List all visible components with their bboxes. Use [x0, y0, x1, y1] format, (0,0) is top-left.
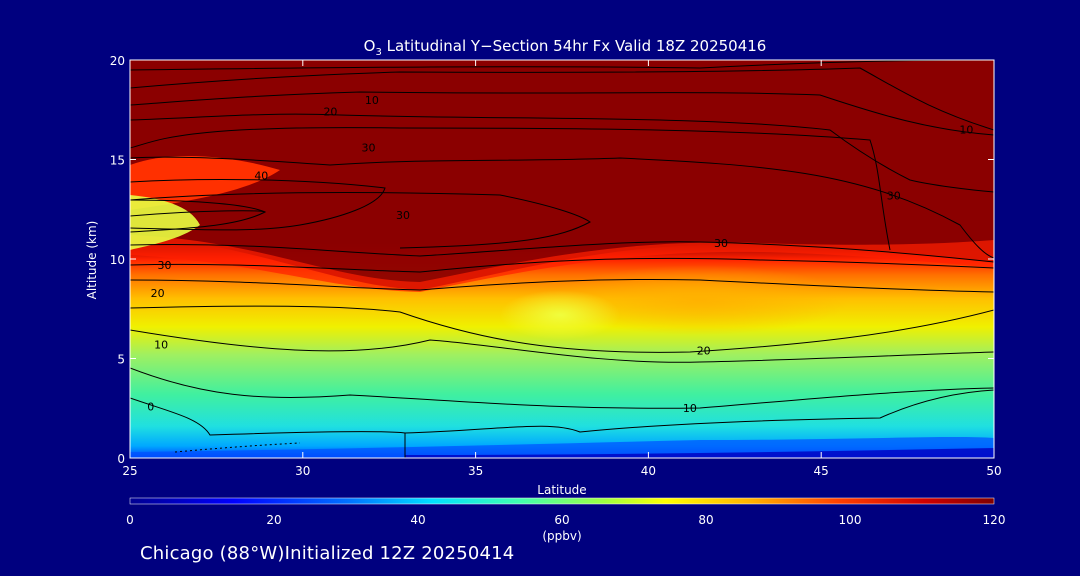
- colorbar-tick-label: 120: [983, 513, 1006, 527]
- x-tick-label: 35: [468, 464, 483, 478]
- ozone-field: [130, 60, 994, 458]
- contour-label: 30: [714, 237, 728, 250]
- tropopause-fold: [130, 60, 994, 290]
- contour-label: 40: [254, 169, 268, 182]
- chart-title-subscript: 3: [375, 47, 381, 58]
- y-tick-label: 0: [117, 452, 125, 466]
- contour-label: 20: [697, 345, 711, 358]
- x-tick-label: 25: [122, 464, 137, 478]
- x-axis-ticks: 25 30 35 40 45 50: [122, 60, 1002, 478]
- colorbar-tick-label: 80: [698, 513, 713, 527]
- colorbar: [129, 497, 995, 505]
- y-axis-label: Altitude (km): [85, 221, 99, 300]
- contour-label: 10: [154, 339, 168, 352]
- contour-label: 20: [323, 106, 337, 119]
- upper-left-yellow: [130, 195, 200, 250]
- yellow-bulge: [500, 290, 620, 340]
- contour-label: 30: [361, 142, 375, 155]
- upper-left-anomaly: [130, 155, 280, 210]
- surface-deep-blue: [405, 448, 994, 458]
- colorbar-tick-label: 20: [266, 513, 281, 527]
- contour-label: 10: [959, 124, 973, 137]
- colorbar-tick-label: 60: [554, 513, 569, 527]
- x-tick-label: 50: [986, 464, 1001, 478]
- contour-lines: [130, 60, 994, 458]
- contour-label: 10: [683, 402, 697, 415]
- negative-contour: [174, 442, 301, 453]
- y-tick-label: 5: [117, 353, 125, 367]
- contour-label: 30: [158, 259, 172, 272]
- colorbar-tick-label: 100: [839, 513, 862, 527]
- contour-label: 30: [887, 189, 901, 202]
- y-tick-label: 15: [110, 154, 125, 168]
- colorbar-unit-label: (ppbv): [542, 529, 581, 543]
- colorbar-tick-label: 40: [410, 513, 425, 527]
- contour-label: 10: [365, 94, 379, 107]
- contour-label-layer: 10 20 30 40 30 10 30 30 30 20 10 0 20 10: [147, 94, 973, 415]
- chart-title: O3 Latitudinal Y−Section 54hr Fx Valid 1…: [364, 37, 767, 58]
- y-axis-ticks: 0 5 10 15 20: [110, 54, 994, 466]
- footer-location: Chicago (88°W)Initialized 12Z 20250414: [140, 543, 515, 564]
- colorbar-ticks: 0 20 40 60 80 100 120: [126, 513, 1005, 527]
- x-tick-label: 40: [641, 464, 656, 478]
- contour-label: 30: [396, 209, 410, 222]
- x-tick-label: 30: [295, 464, 310, 478]
- x-tick-label: 45: [814, 464, 829, 478]
- orange-core: [550, 265, 850, 335]
- contour-label: 0: [147, 400, 154, 413]
- colorbar-tick-label: 0: [126, 513, 134, 527]
- y-tick-label: 10: [110, 253, 125, 267]
- x-axis-label: Latitude: [537, 483, 586, 497]
- contour-label: 20: [151, 287, 165, 300]
- y-tick-label: 20: [110, 54, 125, 68]
- red-band: [130, 235, 994, 292]
